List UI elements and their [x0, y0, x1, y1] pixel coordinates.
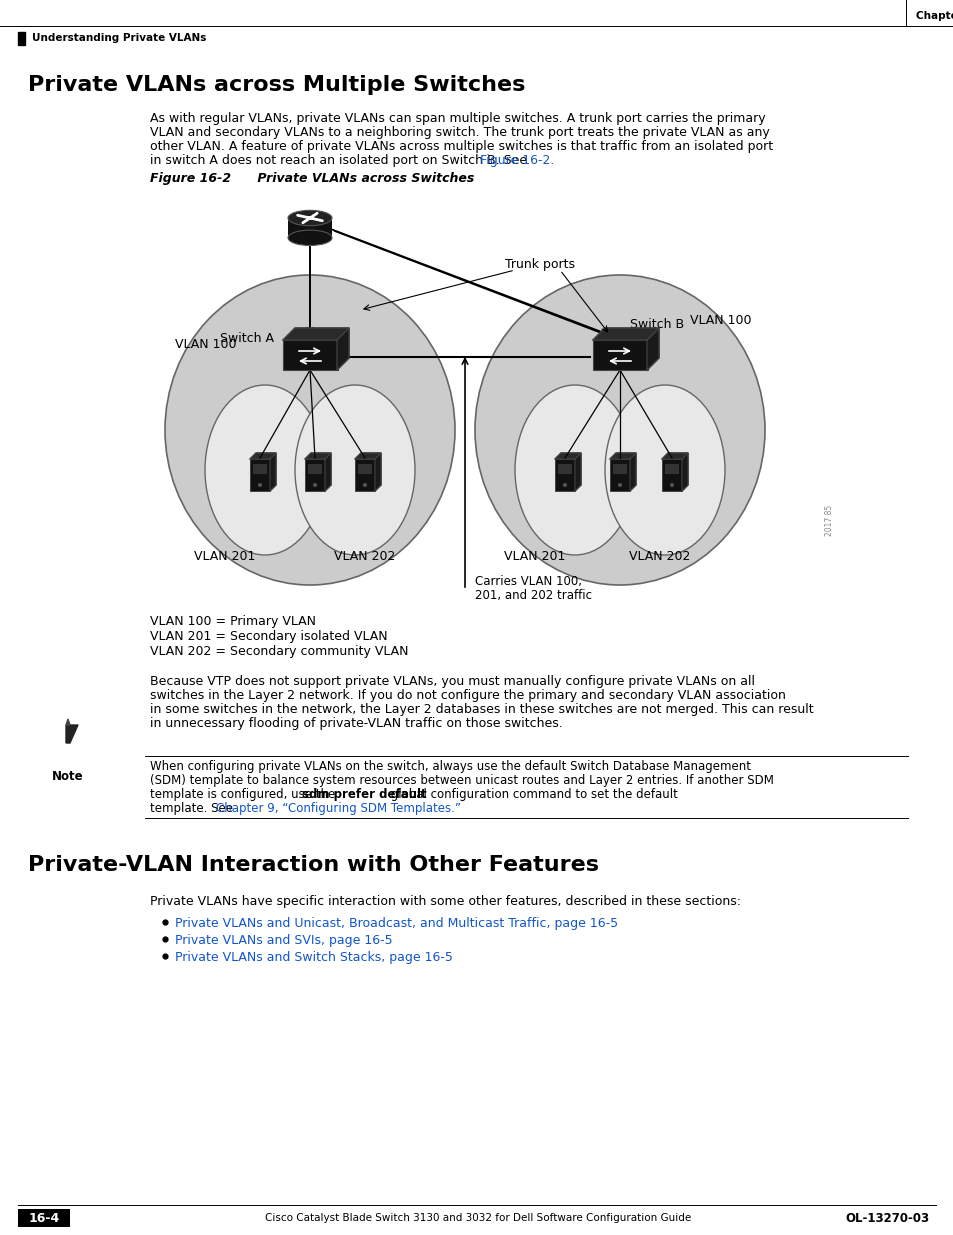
- Text: VLAN 201: VLAN 201: [194, 550, 255, 563]
- Polygon shape: [250, 453, 275, 459]
- Text: Chapter 9, “Configuring SDM Templates.”: Chapter 9, “Configuring SDM Templates.”: [216, 802, 461, 815]
- Text: VLAN and secondary VLANs to a neighboring switch. The trunk port treats the priv: VLAN and secondary VLANs to a neighborin…: [150, 126, 769, 140]
- Text: VLAN 100: VLAN 100: [174, 338, 236, 352]
- Polygon shape: [609, 453, 636, 459]
- Bar: [305, 459, 325, 492]
- Text: 2017 85: 2017 85: [824, 504, 834, 536]
- FancyBboxPatch shape: [593, 340, 647, 370]
- Ellipse shape: [604, 385, 724, 555]
- Text: Because VTP does not support private VLANs, you must manually configure private : Because VTP does not support private VLA…: [150, 676, 754, 688]
- Text: Figure 16-2      Private VLANs across Switches: Figure 16-2 Private VLANs across Switche…: [150, 172, 474, 185]
- Text: Figure 16-2.: Figure 16-2.: [479, 154, 554, 167]
- Text: VLAN 100: VLAN 100: [689, 314, 751, 326]
- Text: Private VLANs and Unicast, Broadcast, and Multicast Traffic, page 16-5: Private VLANs and Unicast, Broadcast, an…: [174, 918, 618, 930]
- Text: VLAN 201 = Secondary isolated VLAN: VLAN 201 = Secondary isolated VLAN: [150, 630, 387, 643]
- Text: VLAN 100 = Primary VLAN: VLAN 100 = Primary VLAN: [150, 615, 315, 629]
- Circle shape: [618, 483, 621, 487]
- Text: VLAN 202: VLAN 202: [629, 550, 690, 563]
- Polygon shape: [646, 329, 659, 370]
- Polygon shape: [575, 453, 580, 492]
- Bar: [613, 464, 626, 474]
- Bar: [355, 459, 375, 492]
- Polygon shape: [336, 329, 349, 370]
- Text: in switch A does not reach an isolated port on Switch B. See: in switch A does not reach an isolated p…: [150, 154, 531, 167]
- Text: Private VLANs and Switch Stacks, page 16-5: Private VLANs and Switch Stacks, page 16…: [174, 951, 453, 965]
- Text: sdm prefer default: sdm prefer default: [302, 788, 426, 802]
- Bar: [288, 219, 332, 238]
- Bar: [18, 1209, 70, 1228]
- Text: 16-4: 16-4: [29, 1212, 59, 1224]
- Bar: [609, 459, 629, 492]
- Text: template. See: template. See: [150, 802, 236, 815]
- Text: VLAN 201: VLAN 201: [504, 550, 565, 563]
- Ellipse shape: [475, 275, 764, 585]
- Bar: [558, 464, 572, 474]
- Text: in some switches in the network, the Layer 2 databases in these switches are not: in some switches in the network, the Lay…: [150, 703, 813, 716]
- Text: in unnecessary flooding of private-VLAN traffic on those switches.: in unnecessary flooding of private-VLAN …: [150, 718, 562, 730]
- Ellipse shape: [306, 216, 314, 220]
- Text: VLAN 202: VLAN 202: [334, 550, 395, 563]
- Polygon shape: [681, 453, 687, 492]
- Text: global configuration command to set the default: global configuration command to set the …: [387, 788, 678, 802]
- Circle shape: [363, 483, 367, 487]
- Polygon shape: [355, 453, 380, 459]
- Text: When configuring private VLANs on the switch, always use the default Switch Data: When configuring private VLANs on the sw…: [150, 760, 750, 773]
- Bar: [18, 32, 25, 44]
- Polygon shape: [66, 725, 78, 743]
- Polygon shape: [593, 329, 659, 340]
- Circle shape: [562, 483, 566, 487]
- Text: switches in the Layer 2 network. If you do not configure the primary and seconda: switches in the Layer 2 network. If you …: [150, 689, 785, 701]
- Text: Switch A: Switch A: [220, 331, 274, 345]
- Ellipse shape: [165, 275, 455, 585]
- Text: Private VLANs have specific interaction with some other features, described in t: Private VLANs have specific interaction …: [150, 895, 740, 908]
- Bar: [555, 459, 575, 492]
- Polygon shape: [375, 453, 380, 492]
- Bar: [308, 464, 322, 474]
- Circle shape: [313, 483, 316, 487]
- Text: Note: Note: [52, 769, 84, 783]
- Polygon shape: [283, 329, 349, 340]
- Circle shape: [669, 483, 673, 487]
- Polygon shape: [661, 453, 687, 459]
- Ellipse shape: [294, 385, 415, 555]
- Text: Understanding Private VLANs: Understanding Private VLANs: [32, 33, 206, 43]
- Text: Private-VLAN Interaction with Other Features: Private-VLAN Interaction with Other Feat…: [28, 855, 598, 876]
- Text: Trunk ports: Trunk ports: [504, 258, 575, 270]
- Text: As with regular VLANs, private VLANs can span multiple switches. A trunk port ca: As with regular VLANs, private VLANs can…: [150, 112, 765, 125]
- Bar: [357, 464, 372, 474]
- Bar: [664, 464, 679, 474]
- Polygon shape: [555, 453, 580, 459]
- Text: VLAN 202 = Secondary community VLAN: VLAN 202 = Secondary community VLAN: [150, 645, 408, 658]
- Ellipse shape: [288, 210, 332, 226]
- Text: Carries VLAN 100,: Carries VLAN 100,: [475, 576, 581, 588]
- Bar: [661, 459, 681, 492]
- Text: OL-13270-03: OL-13270-03: [845, 1212, 929, 1224]
- Polygon shape: [66, 719, 70, 725]
- Text: other VLAN. A feature of private VLANs across multiple switches is that traffic : other VLAN. A feature of private VLANs a…: [150, 140, 772, 153]
- Text: Cisco Catalyst Blade Switch 3130 and 3032 for Dell Software Configuration Guide: Cisco Catalyst Blade Switch 3130 and 303…: [265, 1213, 690, 1223]
- Polygon shape: [629, 453, 636, 492]
- Text: template is configured, use the: template is configured, use the: [150, 788, 338, 802]
- Circle shape: [257, 483, 262, 487]
- Polygon shape: [325, 453, 331, 492]
- Text: Switch B: Switch B: [629, 319, 683, 331]
- Bar: [253, 464, 267, 474]
- Text: Private VLANs across Multiple Switches: Private VLANs across Multiple Switches: [28, 75, 525, 95]
- Ellipse shape: [288, 230, 332, 246]
- Polygon shape: [305, 453, 331, 459]
- Text: Chapter 16    Configuring Private VLANs: Chapter 16 Configuring Private VLANs: [915, 11, 953, 21]
- FancyBboxPatch shape: [283, 340, 337, 370]
- Text: (SDM) template to balance system resources between unicast routes and Layer 2 en: (SDM) template to balance system resourc…: [150, 774, 773, 787]
- Ellipse shape: [515, 385, 635, 555]
- Text: 201, and 202 traffic: 201, and 202 traffic: [475, 589, 592, 601]
- Text: Private VLANs and SVIs, page 16-5: Private VLANs and SVIs, page 16-5: [174, 934, 393, 947]
- Bar: [250, 459, 270, 492]
- Ellipse shape: [205, 385, 325, 555]
- Polygon shape: [270, 453, 275, 492]
